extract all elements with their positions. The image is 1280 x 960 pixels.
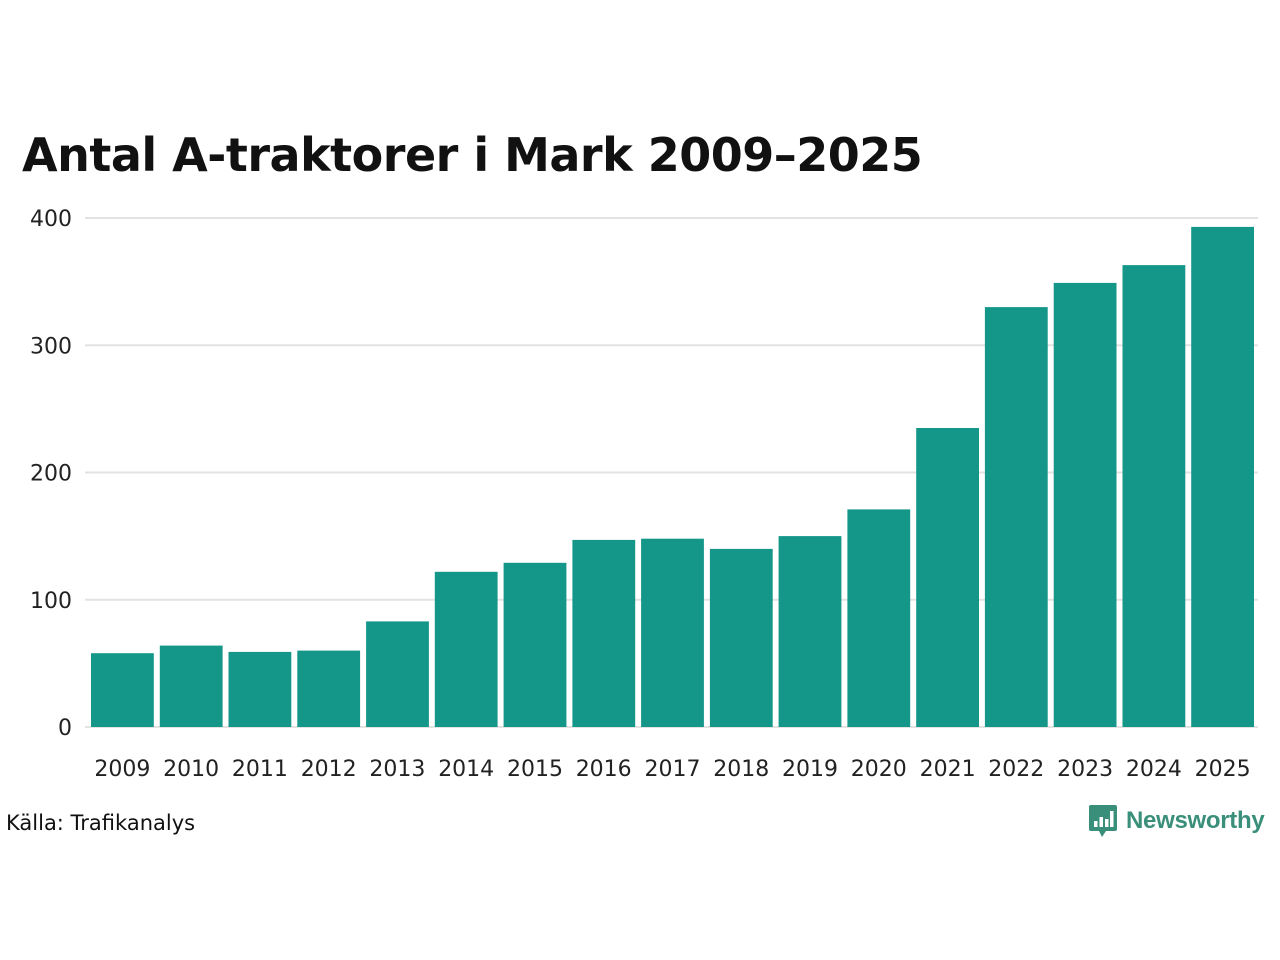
bar-2021 xyxy=(916,428,979,727)
x-tick-label: 2015 xyxy=(507,757,563,782)
y-tick-label: 300 xyxy=(30,334,72,359)
bar-2009 xyxy=(91,653,154,727)
bar-chart-badge-icon xyxy=(1089,805,1117,837)
y-tick-label: 200 xyxy=(30,462,72,487)
bar-2025 xyxy=(1191,226,1254,727)
chart-title: Antal A-traktorer i Mark 2009–2025 xyxy=(22,128,923,182)
bar-2022 xyxy=(984,307,1048,727)
bar-2017 xyxy=(641,538,704,727)
x-tick-label: 2017 xyxy=(645,757,701,782)
bar-2023 xyxy=(1053,282,1117,727)
x-tick-label: 2020 xyxy=(851,757,907,782)
y-axis-ticks: 0 100 200 300 400 xyxy=(30,207,72,741)
x-tick-label: 2021 xyxy=(920,757,976,782)
bar-2015 xyxy=(503,562,567,727)
y-tick-label: 400 xyxy=(30,207,72,232)
x-tick-label: 2025 xyxy=(1195,757,1251,782)
x-tick-label: 2010 xyxy=(163,757,219,782)
brand-logo: Newsworthy xyxy=(1088,803,1265,839)
bar-2020 xyxy=(847,509,911,727)
bar-2018 xyxy=(709,548,773,727)
y-tick-label: 0 xyxy=(58,716,72,741)
bar-2010 xyxy=(159,645,223,727)
x-tick-label: 2014 xyxy=(438,757,494,782)
x-tick-label: 2012 xyxy=(301,757,357,782)
bar-2016 xyxy=(572,539,636,727)
bar-2013 xyxy=(366,621,429,727)
x-tick-label: 2019 xyxy=(782,757,838,782)
x-tick-label: 2011 xyxy=(232,757,288,782)
bars xyxy=(91,226,1254,727)
bar-2019 xyxy=(778,536,842,727)
x-tick-label: 2013 xyxy=(369,757,425,782)
y-tick-label: 100 xyxy=(30,589,72,614)
brand-name: Newsworthy xyxy=(1126,807,1265,834)
bar-2014 xyxy=(434,571,498,727)
x-tick-label: 2016 xyxy=(576,757,632,782)
x-tick-label: 2022 xyxy=(988,757,1044,782)
x-axis-ticks: 2009 2010 2011 2012 2013 2014 2015 2016 2017 2018… xyxy=(94,757,1250,782)
bar-2012 xyxy=(297,650,361,727)
source-note: Källa: Trafikanalys xyxy=(6,811,196,835)
x-tick-label: 2018 xyxy=(713,757,769,782)
x-tick-label: 2024 xyxy=(1126,757,1182,782)
bar-2011 xyxy=(228,651,292,727)
x-tick-label: 2023 xyxy=(1057,757,1113,782)
x-tick-label: 2009 xyxy=(94,757,150,782)
bar-2024 xyxy=(1122,265,1186,727)
